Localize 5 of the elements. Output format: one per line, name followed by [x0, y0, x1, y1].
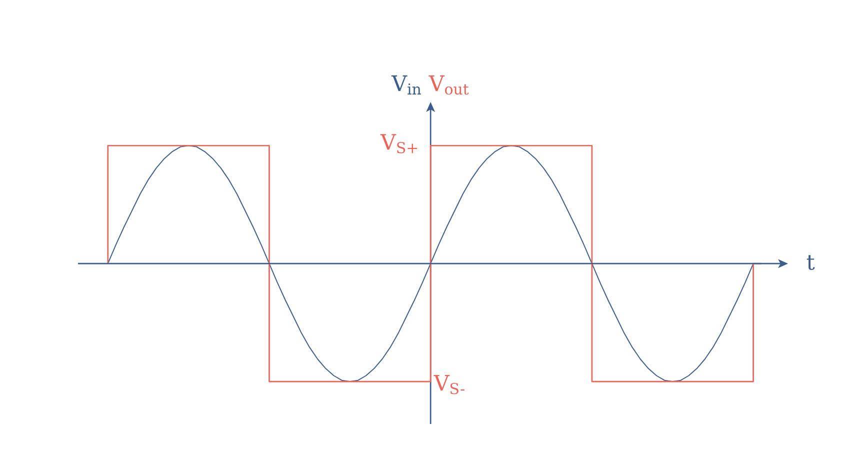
text: V$_{out}$ [428, 75, 469, 95]
text: V$_{in}$ [391, 75, 422, 94]
annotation: V$_{S+}$ [380, 134, 418, 154]
annotation: V$_{S-}$ [434, 374, 464, 394]
x-axis-title: t [806, 255, 815, 270]
